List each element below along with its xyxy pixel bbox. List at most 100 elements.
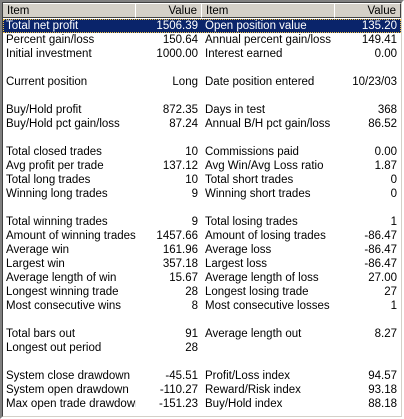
value-cell: 87.24: [169, 118, 198, 130]
value-cell: 9: [191, 188, 198, 200]
item-cell: Annual percent gain/loss: [205, 34, 331, 46]
item-cell: Current position: [6, 76, 88, 88]
item-cell: Total bars out: [6, 328, 76, 340]
stats-row[interactable]: Winning long trades 9 Winning short trades…: [3, 187, 401, 201]
item-cell: Initial investment: [6, 48, 92, 60]
value-cell: 8: [191, 300, 198, 312]
value-cell: 28: [185, 286, 198, 298]
item-cell: Days in test: [205, 104, 266, 116]
stats-row[interactable]: Initial investment 1000.00 Interest earned…: [3, 47, 401, 61]
value-cell: 15.67: [169, 272, 198, 284]
value-cell: 10: [185, 146, 198, 158]
column-header[interactable]: Item: [2, 3, 136, 18]
value-cell: -110.27: [159, 384, 198, 396]
stats-row[interactable]: Average win 161.96 Average loss -86.47: [3, 243, 401, 257]
item-cell: Reward/Risk index: [205, 384, 301, 396]
value-cell: 88.18: [368, 398, 397, 410]
stats-row[interactable]: Largest win 357.18 Largest loss -86.47: [3, 257, 401, 271]
item-cell: Amount of losing trades: [205, 230, 326, 242]
value-cell: 8.27: [374, 328, 397, 340]
value-cell: 150.64: [162, 34, 198, 46]
item-cell: Amount of winning trades: [6, 230, 136, 242]
item-cell: Longest out period: [6, 342, 102, 354]
stats-row[interactable]: System open drawdown -110.27 Reward/Risk i…: [3, 383, 401, 397]
stats-row[interactable]: Buy/Hold pct gain/loss 87.24 Annual B/H pc…: [3, 117, 401, 131]
value-cell: Long: [172, 76, 198, 88]
value-cell: 1.87: [374, 160, 397, 172]
value-cell: 94.57: [368, 370, 397, 382]
item-cell: Buy/Hold profit: [6, 104, 82, 116]
item-cell: Most consecutive wins: [6, 300, 122, 312]
item-cell: Winning long trades: [6, 188, 108, 200]
stats-row[interactable]: Total bars out 91 Average length out 8.27: [3, 327, 401, 341]
item-cell: Total winning trades: [6, 216, 108, 228]
value-cell: 0.00: [374, 48, 397, 60]
item-cell: Profit/Loss index: [205, 370, 291, 382]
column-header[interactable]: Value: [334, 3, 401, 18]
item-cell: Max open trade drawdown: [6, 398, 136, 410]
stats-row[interactable]: Amount of winning trades 1457.66 Amount of…: [3, 229, 401, 243]
item-cell: Buy/Hold index: [205, 398, 283, 410]
stats-row[interactable]: System close drawdown -45.51 Profit/Loss i…: [3, 369, 401, 383]
value-cell: -86.47: [364, 230, 397, 242]
item-cell: Average loss: [205, 244, 272, 256]
value-cell: 1506.39: [156, 20, 198, 32]
item-cell: Buy/Hold pct gain/loss: [6, 118, 120, 130]
stats-row[interactable]: Longest out period 28: [3, 341, 401, 355]
value-cell: 0.00: [374, 146, 397, 158]
column-header[interactable]: Item: [201, 3, 335, 18]
item-cell: Avg profit per trade: [6, 160, 104, 172]
value-cell: 872.35: [162, 104, 198, 116]
value-cell: 91: [185, 328, 198, 340]
stats-row[interactable]: Buy/Hold profit 872.35 Days in test 368: [3, 103, 401, 117]
value-cell: 161.96: [162, 244, 198, 256]
item-cell: Average length of win: [6, 272, 117, 284]
value-cell: 137.12: [162, 160, 198, 172]
value-cell: 1: [390, 216, 397, 228]
stats-row[interactable]: Current position Long Date position entere…: [3, 75, 401, 89]
item-cell: Average length of loss: [205, 272, 319, 284]
item-cell: Total closed trades: [6, 146, 102, 158]
stats-row[interactable]: Longest winning trade 28 Longest losing tr…: [3, 285, 401, 299]
stats-row[interactable]: Max open trade drawdown -151.23 Buy/Hold i…: [3, 397, 401, 411]
stats-row[interactable]: Avg profit per trade 137.12 Avg Win/Avg Lo…: [3, 159, 401, 173]
stats-row[interactable]: Total long trades 10 Total short trades 0: [3, 173, 401, 187]
value-cell: 149.41: [361, 34, 397, 46]
stats-row[interactable]: Total winning trades 9 Total losing trades…: [3, 215, 401, 229]
item-cell: Annual B/H pct gain/loss: [205, 118, 331, 130]
item-cell: Total short trades: [205, 174, 294, 186]
value-cell: 357.18: [162, 258, 198, 270]
stats-row[interactable]: Most consecutive wins 8 Most consecutive l…: [3, 299, 401, 313]
stats-row[interactable]: Total closed trades 10 Commissions paid 0.0…: [3, 145, 401, 159]
item-cell: Winning short trades: [205, 188, 311, 200]
stats-row[interactable]: Percent gain/loss 150.64 Annual percent ga…: [3, 33, 401, 47]
column-header[interactable]: Value: [135, 3, 202, 18]
value-cell: 135.20: [361, 20, 397, 32]
value-cell: 27: [384, 286, 397, 298]
value-cell: 0: [390, 174, 397, 186]
item-cell: Date position entered: [205, 76, 315, 88]
item-cell: Average win: [6, 244, 70, 256]
value-cell: 93.18: [368, 384, 397, 396]
item-cell: Interest earned: [205, 48, 283, 60]
item-cell: System close drawdown: [6, 370, 130, 382]
stats-row[interactable]: Total net profit 1506.39 Open position val…: [3, 19, 401, 33]
item-cell: Largest loss: [205, 258, 268, 270]
item-cell: Avg Win/Avg Loss ratio: [205, 160, 324, 172]
value-cell: -45.51: [165, 370, 198, 382]
item-cell: Most consecutive losses: [205, 300, 330, 312]
value-cell: 10/23/03: [352, 76, 397, 88]
item-cell: Total long trades: [6, 174, 91, 186]
value-cell: 0: [390, 188, 397, 200]
item-cell: Commissions paid: [205, 146, 299, 158]
stats-row[interactable]: Average length of win 15.67 Average length…: [3, 271, 401, 285]
item-cell: Total net profit: [6, 20, 79, 32]
item-cell: Largest win: [6, 258, 65, 270]
value-cell: 9: [191, 216, 198, 228]
value-cell: 10: [185, 174, 198, 186]
value-cell: 86.52: [368, 118, 397, 130]
value-cell: 1000.00: [156, 48, 198, 60]
value-cell: 27.00: [368, 272, 397, 284]
item-cell: Total losing trades: [205, 216, 298, 228]
